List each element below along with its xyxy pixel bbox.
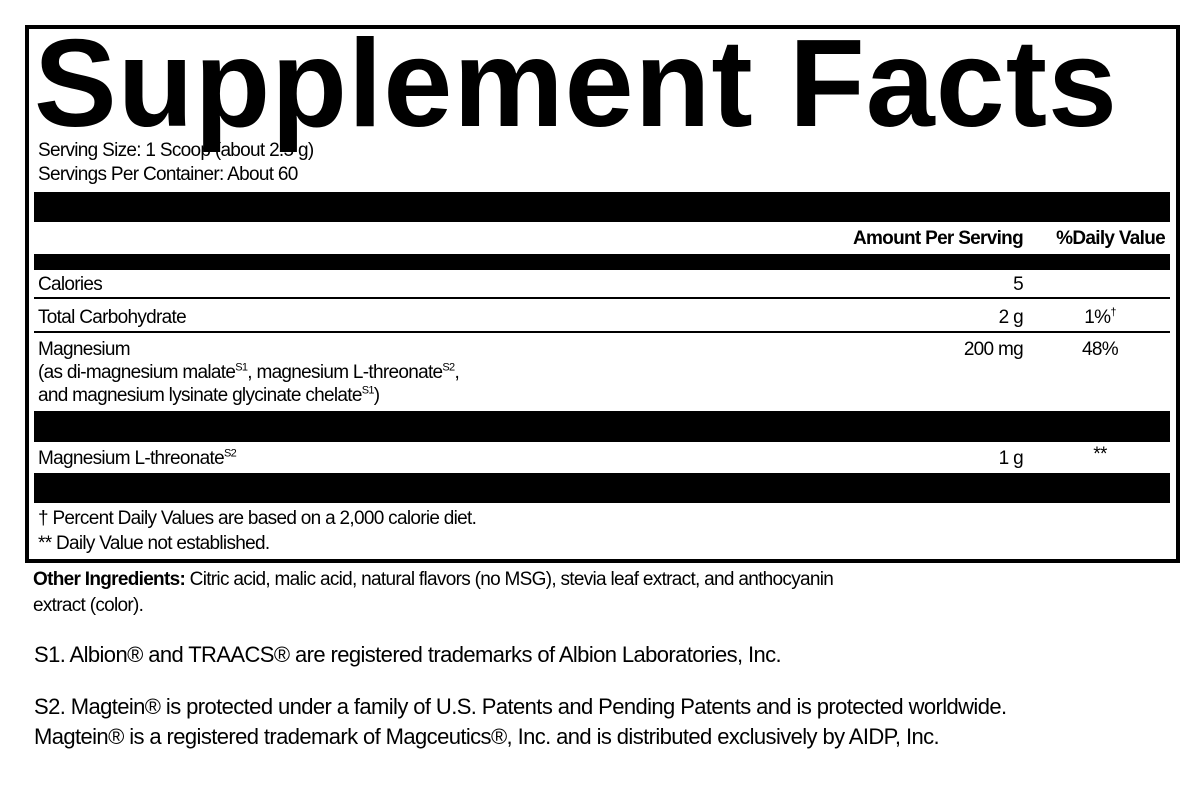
divider-bar	[34, 411, 1170, 442]
nutrient-amount: 5	[1013, 274, 1024, 295]
nutrient-dv: **	[1093, 444, 1107, 465]
panel-title: Supplement Facts	[34, 15, 1118, 153]
nutrient-name: Total Carbohydrate	[38, 307, 187, 328]
facts-panel-border	[25, 25, 1180, 563]
nutrient-name: Calories	[38, 274, 103, 295]
dv-header: %Daily Value	[1056, 228, 1166, 249]
trademark-note-s1: S1. Albion® and TRAACS® are registered t…	[34, 642, 782, 667]
amount-header: Amount Per Serving	[852, 228, 1024, 249]
nutrient-amount: 1 g	[998, 448, 1024, 469]
divider-bar	[34, 192, 1170, 222]
footnote: ** Daily Value not established.	[38, 533, 270, 554]
nutrient-amount: 2 g	[998, 307, 1024, 328]
trademark-note-s2: S2. Magtein® is protected under a family…	[34, 694, 1007, 719]
nutrient-dv: 1%†	[1084, 306, 1116, 328]
other-ingredients-cont: extract (color).	[33, 595, 144, 616]
servings-per-container: Servings Per Container: About 60	[38, 164, 298, 185]
nutrient-name: Magnesium L-threonateS2	[38, 447, 237, 469]
nutrient-dv: 48%	[1082, 339, 1119, 360]
serving-size: Serving Size: 1 Scoop (about 2.5 g)	[38, 140, 314, 161]
nutrient-name: Magnesium	[38, 339, 131, 360]
nutrient-amount: 200 mg	[963, 339, 1024, 360]
other-ingredients: Other Ingredients: Citric acid, malic ac…	[33, 569, 834, 590]
nutrient-source: and magnesium lysinate glycinate chelate…	[38, 384, 380, 406]
footnote: † Percent Daily Values are based on a 2,…	[38, 508, 477, 529]
row-divider	[34, 331, 1170, 333]
divider-bar	[34, 473, 1170, 503]
trademark-note-s2-cont: Magtein® is a registered trademark of Ma…	[34, 724, 940, 749]
divider-bar	[34, 254, 1170, 270]
nutrient-source: (as di-magnesium malateS1, magnesium L-t…	[38, 361, 460, 383]
row-divider	[34, 297, 1170, 299]
